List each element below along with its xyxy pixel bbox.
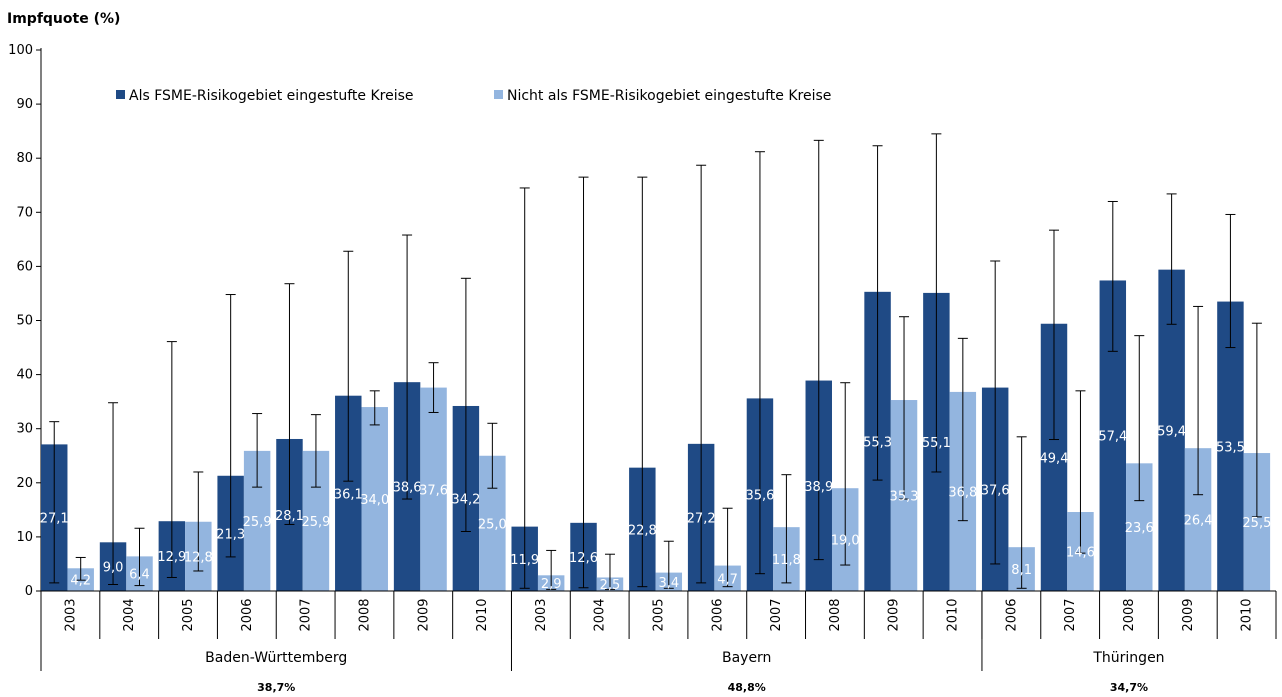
bar-risk — [1217, 301, 1244, 591]
bar-label-nonrisk: 4,2 — [70, 574, 91, 589]
year-label: 2007 — [299, 598, 314, 631]
state-label: Thüringen — [1092, 650, 1164, 666]
error-bars-layer — [49, 133, 1262, 590]
bar-label-risk: 12,9 — [157, 550, 186, 565]
year-label: 2005 — [181, 598, 196, 631]
bar-label-nonrisk: 34,0 — [360, 493, 389, 508]
bar-label-risk: 35,6 — [745, 489, 774, 504]
bar-label-nonrisk: 26,4 — [1184, 514, 1213, 529]
bar-label-nonrisk: 14,6 — [1066, 546, 1095, 561]
bar-label-nonrisk: 2,9 — [541, 577, 562, 592]
bar-nonrisk — [420, 387, 447, 591]
y-tick-label: 30 — [16, 422, 33, 437]
year-label: 2003 — [63, 598, 78, 631]
bar-label-risk: 57,4 — [1098, 430, 1127, 445]
y-tick-label: 90 — [16, 97, 33, 112]
year-label: 2004 — [593, 598, 608, 631]
bar-label-risk: 37,6 — [981, 483, 1010, 498]
state-label: Bayern — [722, 650, 771, 666]
year-label: 2003 — [534, 598, 549, 631]
year-label: 2009 — [887, 598, 902, 631]
bar-label-nonrisk: 2,5 — [600, 578, 621, 593]
bar-label-nonrisk: 19,0 — [831, 534, 860, 549]
state-rate: 48,8% — [728, 681, 766, 694]
bar-label-risk: 11,9 — [510, 553, 539, 568]
bar-label-risk: 27,1 — [40, 512, 69, 527]
y-axis: 0 10 20 30 40 50 60 70 80 90 100 — [8, 43, 42, 599]
year-label: 2006 — [240, 598, 255, 631]
y-tick-label: 10 — [16, 530, 33, 545]
bar-label-nonrisk: 25,9 — [243, 515, 272, 530]
bar-label-risk: 55,3 — [863, 435, 892, 450]
bar-label-risk: 53,5 — [1216, 440, 1245, 455]
legend-swatch-nonrisk — [494, 90, 503, 99]
legend: Als FSME-Risikogebiet eingestufte Kreise… — [116, 88, 831, 104]
bar-label-nonrisk: 11,8 — [772, 553, 801, 568]
state-label: Baden-Württemberg — [205, 650, 347, 666]
bar-label-nonrisk: 8,1 — [1011, 563, 1032, 578]
bars-layer — [41, 269, 1271, 591]
bar-label-nonrisk: 12,8 — [184, 550, 213, 565]
bar-labels-layer: 27,14,29,0 6,412,912,821,325,9 28,125,936,… — [40, 424, 1272, 593]
bar-label-risk: 22,8 — [628, 523, 657, 538]
year-label: 2005 — [652, 598, 667, 631]
bar-label-nonrisk: 4,7 — [717, 572, 738, 587]
y-tick-label: 80 — [16, 151, 33, 166]
year-label: 2010 — [475, 598, 490, 631]
bar-label-nonrisk: 3,4 — [658, 576, 679, 591]
bar-label-nonrisk: 25,0 — [478, 517, 507, 532]
bar-label-nonrisk: 35,3 — [890, 490, 919, 505]
bar-label-nonrisk: 25,9 — [301, 515, 330, 530]
year-label: 2009 — [416, 598, 431, 631]
bar-label-nonrisk: 37,6 — [419, 483, 448, 498]
bar-label-risk: 34,2 — [451, 492, 480, 507]
bar-label-risk: 12,6 — [569, 551, 598, 566]
year-label: 2008 — [357, 598, 372, 631]
bar-label-risk: 38,6 — [393, 481, 422, 496]
y-tick-label: 50 — [16, 314, 33, 329]
year-label: 2010 — [1240, 598, 1255, 631]
bar-label-risk: 36,1 — [334, 487, 363, 502]
bar-label-risk: 9,0 — [103, 561, 124, 576]
bar-nonrisk — [361, 407, 388, 591]
year-label: 2008 — [1122, 598, 1137, 631]
bar-label-risk: 21,3 — [216, 527, 245, 542]
bar-label-risk: 38,9 — [804, 480, 833, 495]
state-rate: 38,7% — [257, 681, 295, 694]
legend-label-risk: Als FSME-Risikogebiet eingestufte Kreise — [129, 88, 414, 104]
bar-label-risk: 27,2 — [687, 511, 716, 526]
y-tick-label: 100 — [8, 43, 33, 58]
legend-swatch-risk — [116, 90, 125, 99]
bar-label-risk: 49,4 — [1040, 451, 1069, 466]
legend-label-nonrisk: Nicht als FSME-Risikogebiet eingestufte … — [507, 88, 831, 104]
y-tick-label: 40 — [16, 368, 33, 383]
bar-label-risk: 28,1 — [275, 509, 304, 524]
y-tick-label: 0 — [25, 584, 33, 599]
bar-label-nonrisk: 25,5 — [1242, 516, 1271, 531]
bar-label-risk: 55,1 — [922, 436, 951, 451]
bar-label-nonrisk: 23,6 — [1125, 521, 1154, 536]
year-label: 2008 — [828, 598, 843, 631]
year-label: 2007 — [1063, 598, 1078, 631]
year-label: 2006 — [710, 598, 725, 631]
y-tick-label: 70 — [16, 205, 33, 220]
year-label: 2010 — [946, 598, 961, 631]
year-label: 2009 — [1181, 598, 1196, 631]
year-label: 2006 — [1004, 598, 1019, 631]
y-axis-title: Impfquote (%) — [7, 11, 120, 27]
x-axis: 2003 2004 2005 2006 2007 2008 2009 2010 2003 2004… — [40, 590, 1277, 694]
year-label: 2004 — [122, 598, 137, 631]
year-label: 2007 — [769, 598, 784, 631]
y-tick-label: 20 — [16, 476, 33, 491]
state-rate: 34,7% — [1110, 681, 1148, 694]
bar-label-nonrisk: 6,4 — [129, 568, 150, 583]
bar-label-risk: 59,4 — [1157, 424, 1186, 439]
bar-label-nonrisk: 36,8 — [948, 485, 977, 500]
y-tick-label: 60 — [16, 259, 33, 274]
